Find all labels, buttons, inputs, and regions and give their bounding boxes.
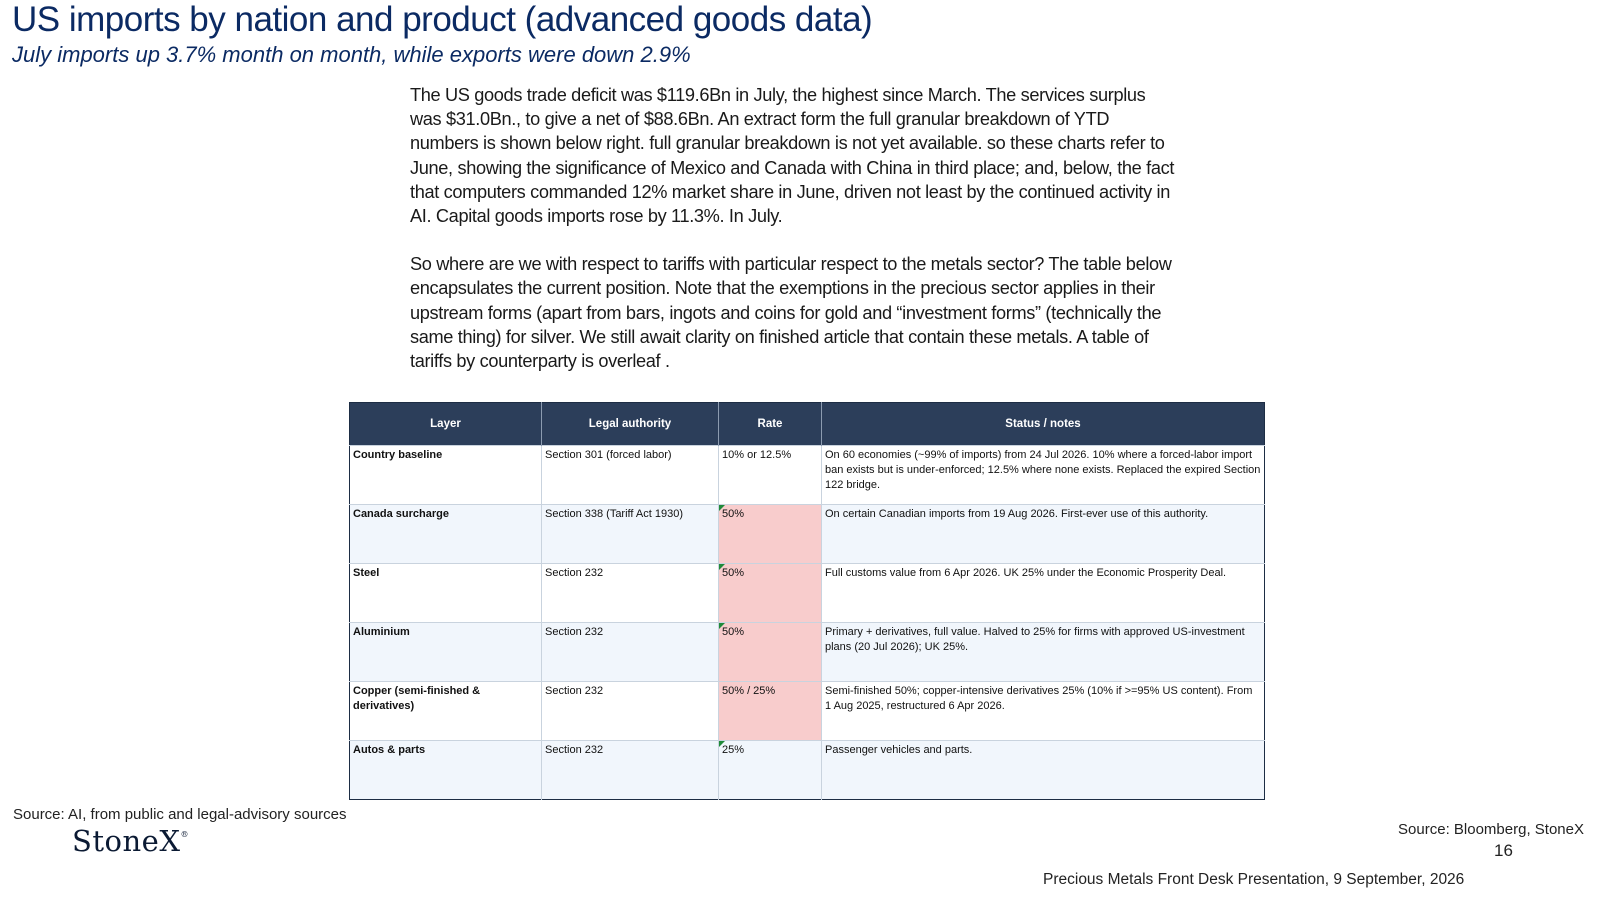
stonex-logo: StoneX®: [72, 824, 189, 858]
table-row: Steel Section 232 50% Full customs value…: [349, 563, 1265, 623]
comment-flag-icon: [719, 505, 725, 511]
cell-layer: Copper (semi-finished & derivatives): [349, 681, 542, 741]
cell-notes: Semi-finished 50%; copper-intensive deri…: [821, 681, 1265, 741]
cell-authority: Section 232: [541, 563, 719, 623]
cell-layer: Autos & parts: [349, 740, 542, 800]
cell-rate-value: 50% / 25%: [722, 685, 776, 697]
comment-flag-icon: [719, 623, 725, 629]
table-header-row: Layer Legal authority Rate Status / note…: [349, 402, 1265, 446]
cell-authority: Section 232: [541, 681, 719, 741]
logo-text: StoneX: [72, 824, 181, 858]
cell-rate: 25%: [718, 740, 822, 800]
header-layer: Layer: [349, 402, 542, 446]
comment-flag-icon: [719, 564, 725, 570]
cell-authority: Section 232: [541, 622, 719, 682]
cell-authority: Section 301 (forced labor): [541, 445, 719, 505]
cell-authority: Section 338 (Tariff Act 1930): [541, 504, 719, 564]
table-row: Aluminium Section 232 50% Primary + deri…: [349, 622, 1265, 682]
cell-notes: Full customs value from 6 Apr 2026. UK 2…: [821, 563, 1265, 623]
cell-rate-highlighted: 50%: [718, 563, 822, 623]
source-note-right: Source: Bloomberg, StoneX: [1398, 821, 1584, 838]
cell-authority: Section 232: [541, 740, 719, 800]
cell-rate-value: 50%: [722, 567, 745, 579]
page-number: 16: [1494, 841, 1513, 860]
footer-text: Precious Metals Front Desk Presentation,…: [1043, 871, 1465, 888]
tariff-table: Layer Legal authority Rate Status / note…: [349, 402, 1265, 800]
table-row: Canada surcharge Section 338 (Tariff Act…: [349, 504, 1265, 564]
cell-layer: Canada surcharge: [349, 504, 542, 564]
cell-layer: Steel: [349, 563, 542, 623]
header-status-notes: Status / notes: [821, 402, 1265, 446]
cell-rate-value: 50%: [722, 508, 745, 520]
cell-notes: On certain Canadian imports from 19 Aug …: [821, 504, 1265, 564]
paragraph-trade-deficit: The US goods trade deficit was $119.6Bn …: [410, 85, 1175, 227]
cell-rate-value: 50%: [722, 626, 745, 638]
cell-rate-highlighted: 50%: [718, 504, 822, 564]
cell-notes: Primary + derivatives, full value. Halve…: [821, 622, 1265, 682]
registered-mark: ®: [180, 830, 189, 839]
cell-layer: Country baseline: [349, 445, 542, 505]
cell-rate-value: 25%: [722, 744, 745, 756]
cell-notes: Passenger vehicles and parts.: [821, 740, 1265, 800]
body-text: The US goods trade deficit was $119.6Bn …: [410, 83, 1180, 397]
cell-rate-highlighted: 50%: [718, 622, 822, 682]
cell-layer: Aluminium: [349, 622, 542, 682]
table-row: Copper (semi-finished & derivatives) Sec…: [349, 681, 1265, 741]
slide-subtitle: July imports up 3.7% month on month, whi…: [12, 42, 691, 67]
comment-flag-icon: [719, 741, 725, 747]
table-row: Autos & parts Section 232 25% Passenger …: [349, 740, 1265, 800]
cell-notes: On 60 economies (~99% of imports) from 2…: [821, 445, 1265, 505]
source-note-left: Source: AI, from public and legal-adviso…: [13, 806, 347, 823]
header-legal-authority: Legal authority: [541, 402, 719, 446]
paragraph-tariffs: So where are we with respect to tariffs …: [410, 254, 1172, 372]
cell-rate: 10% or 12.5%: [718, 445, 822, 505]
slide-title: US imports by nation and product (advanc…: [12, 0, 873, 39]
cell-rate-highlighted: 50% / 25%: [718, 681, 822, 741]
table-row: Country baseline Section 301 (forced lab…: [349, 445, 1265, 505]
header-rate: Rate: [718, 402, 822, 446]
